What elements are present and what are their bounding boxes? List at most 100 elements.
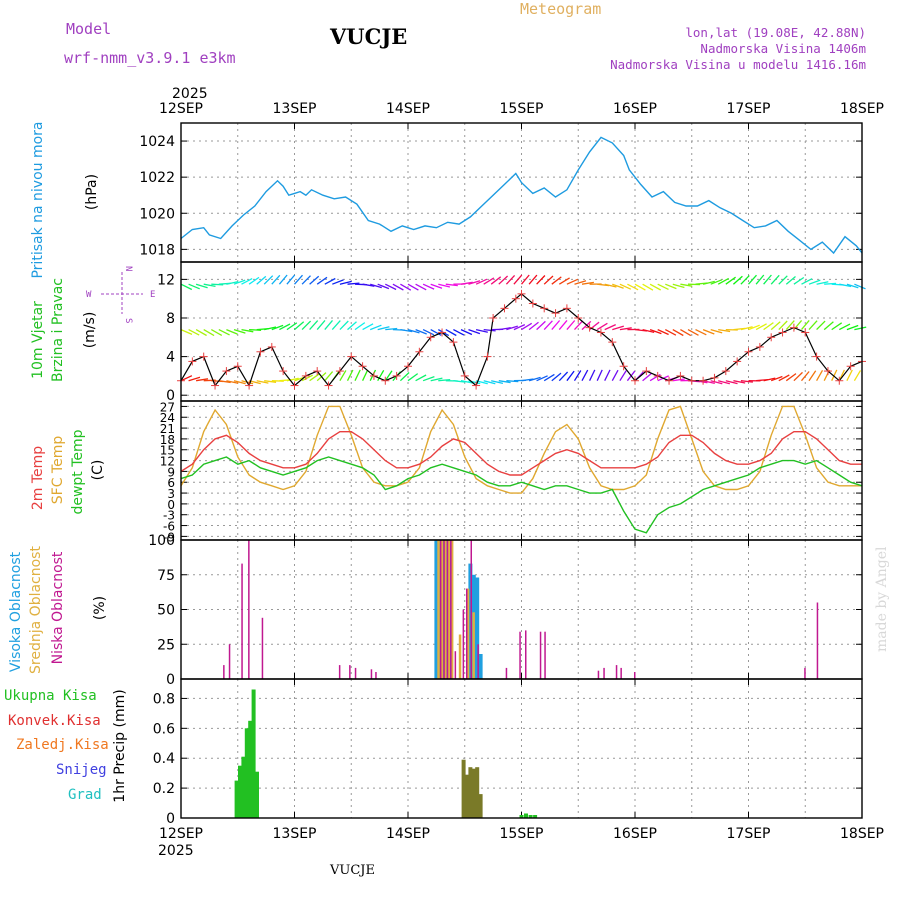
pressure-ylabel-1: Pritisak na nivou mora bbox=[30, 121, 46, 278]
y-tick-label: 0 bbox=[166, 811, 175, 827]
wind-arrow bbox=[415, 374, 427, 382]
wind-arrow bbox=[854, 326, 867, 331]
wind-arrow bbox=[543, 275, 554, 285]
y-tick-label: -9 bbox=[163, 530, 175, 544]
cloud-low-bar bbox=[228, 644, 231, 680]
precip-total-bar bbox=[524, 813, 528, 818]
panel-frame bbox=[180, 122, 863, 263]
precip-legend-grad: Grad bbox=[68, 787, 102, 803]
wind-arrow bbox=[513, 324, 526, 331]
wind-arrow bbox=[286, 322, 298, 331]
wind-arrow bbox=[248, 276, 260, 285]
cloud-low-bar bbox=[454, 651, 457, 679]
temp-ylabel-4: (C) bbox=[90, 460, 106, 481]
wind-arrow bbox=[483, 277, 495, 285]
cloud-low-bar bbox=[477, 644, 479, 680]
y-tick-label: 1022 bbox=[139, 170, 175, 186]
date-label-bottom: 15SEP bbox=[500, 826, 544, 842]
wind-arrow bbox=[642, 372, 653, 382]
cloud-low-bar bbox=[370, 669, 373, 679]
panel-3: 0 25 50 75 100 bbox=[148, 533, 863, 688]
wind-arrow bbox=[672, 283, 685, 289]
cloud-low-bar bbox=[519, 631, 521, 679]
footer-station: VUCJE bbox=[329, 863, 375, 878]
wind-arrow bbox=[370, 283, 382, 289]
wind-arrow bbox=[392, 283, 404, 291]
dewpt-line bbox=[180, 456, 863, 534]
wind-arrow bbox=[453, 329, 465, 336]
wind-arrow bbox=[725, 276, 736, 285]
compass-rose: N S W E bbox=[86, 266, 155, 323]
wind-arrow bbox=[558, 319, 568, 331]
wind-arrow bbox=[347, 282, 360, 285]
wind-ylabel-2: Brzina i Pravac bbox=[50, 278, 66, 382]
cloud-high-bar bbox=[434, 540, 439, 679]
wind-arrow bbox=[324, 371, 334, 382]
wind-arrow bbox=[778, 320, 788, 331]
wind-arrow bbox=[369, 324, 382, 331]
panel-frame bbox=[180, 678, 863, 819]
cloud-low-bar bbox=[603, 667, 605, 679]
wind-arrow bbox=[589, 369, 596, 381]
wind-arrow bbox=[210, 329, 223, 336]
cloud-mid-bar bbox=[440, 540, 444, 679]
wind-arrow bbox=[460, 281, 473, 285]
wind-arrow bbox=[233, 328, 246, 334]
wind-arrow bbox=[801, 278, 813, 285]
wind-arrow bbox=[415, 283, 427, 291]
wind-arrow bbox=[763, 322, 774, 331]
wind-arrow bbox=[596, 369, 603, 381]
wind-arrow bbox=[188, 329, 200, 336]
wind-arrow bbox=[831, 369, 838, 381]
wind-arrow bbox=[717, 277, 730, 285]
precip-mixed-bar bbox=[468, 767, 473, 818]
cloud-low-bar bbox=[462, 609, 465, 679]
wind-arrow bbox=[256, 275, 267, 285]
cloud-low-bar bbox=[338, 665, 341, 679]
wind-arrow bbox=[551, 320, 561, 331]
wind-arrow bbox=[604, 369, 611, 381]
y-tick-label: 0.8 bbox=[153, 691, 175, 707]
wind-arrow bbox=[301, 374, 313, 382]
chart-kind-title: Meteogram bbox=[520, 0, 601, 18]
wind-arrow bbox=[422, 283, 435, 290]
wind-arrow bbox=[264, 380, 277, 383]
wind-arrow bbox=[853, 370, 862, 382]
precip-legend-conv: Konvek.Kisa bbox=[8, 713, 101, 729]
wind-arrow bbox=[513, 274, 523, 285]
precip-total-bar bbox=[533, 815, 538, 818]
wind-arrow bbox=[718, 380, 730, 385]
wind-arrow bbox=[657, 283, 669, 290]
wind-arrow bbox=[733, 380, 746, 384]
wind-arrow bbox=[263, 275, 274, 285]
wind-arrow bbox=[180, 283, 193, 291]
wind-arrow bbox=[407, 328, 420, 334]
wind-arrow bbox=[649, 283, 662, 291]
cloud-low-bar bbox=[450, 540, 452, 679]
wind-arrow bbox=[740, 275, 750, 285]
wind-arrow bbox=[233, 380, 246, 385]
cloud-high-bar bbox=[475, 577, 480, 679]
wind-arrow bbox=[748, 274, 757, 285]
wind-arrow bbox=[763, 274, 772, 285]
wind-arrow bbox=[399, 372, 410, 382]
wind-arrow bbox=[551, 372, 562, 382]
cloud-low-bar bbox=[261, 617, 264, 679]
year-bottom: 2025 bbox=[158, 843, 194, 859]
cloud-low-bar bbox=[354, 667, 357, 679]
wind-arrow bbox=[528, 274, 538, 285]
wind-arrow bbox=[271, 274, 281, 285]
wind-arrow bbox=[528, 321, 539, 331]
wind-arrow bbox=[710, 380, 723, 385]
wind-speed-line bbox=[180, 293, 863, 388]
wind-arrow bbox=[801, 319, 810, 331]
wind-arrow bbox=[854, 283, 866, 290]
wind-arrow bbox=[816, 369, 824, 382]
wind-arrow bbox=[483, 328, 496, 332]
cloud-low-bar bbox=[804, 667, 806, 679]
wind-arrow bbox=[785, 320, 795, 331]
panel-0: 1018 1020 1022 1024 bbox=[139, 123, 863, 262]
precip-total-bar bbox=[241, 756, 246, 818]
wind-arrow bbox=[226, 380, 239, 384]
wind-arrow bbox=[354, 369, 361, 381]
